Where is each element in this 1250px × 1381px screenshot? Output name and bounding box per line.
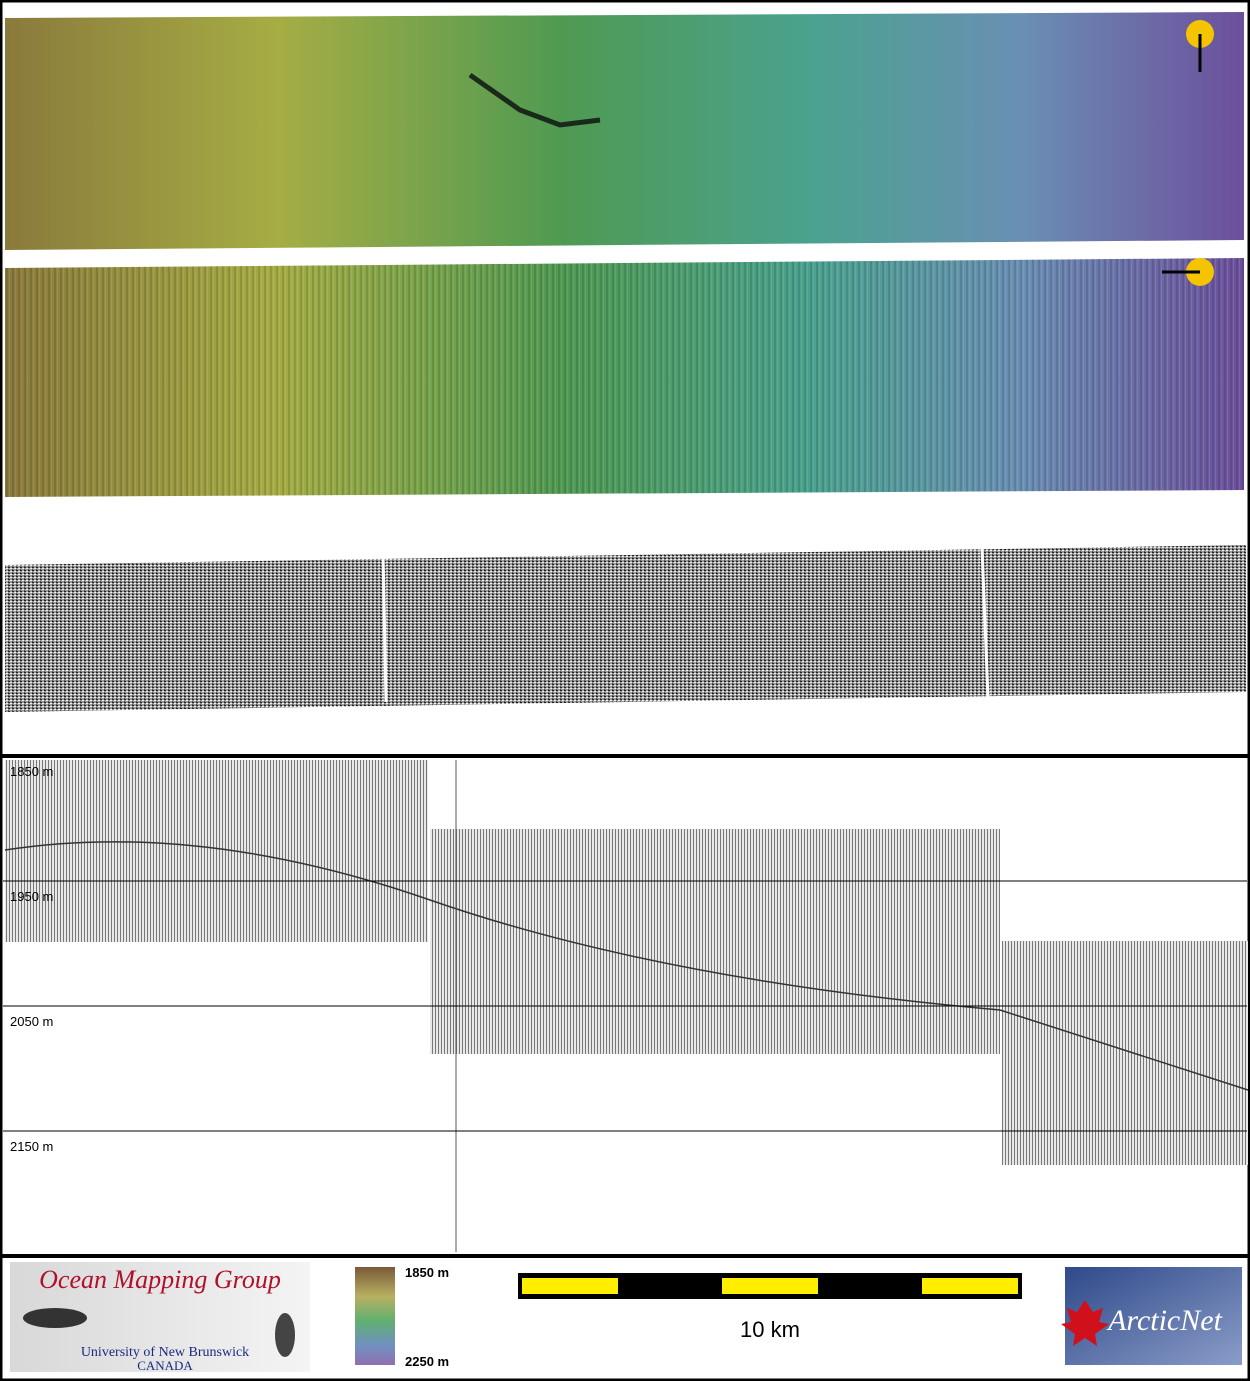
scale-segment — [922, 1278, 1018, 1294]
scarp — [468, 72, 601, 128]
stripe-texture — [5, 258, 1244, 497]
logo-figure — [275, 1313, 295, 1357]
logo-country: CANADA — [137, 1358, 193, 1373]
gap — [980, 547, 990, 699]
water-column — [5, 760, 428, 942]
logo-subtitle: University of New Brunswick — [81, 1345, 249, 1360]
colorbar — [355, 1267, 395, 1365]
depth-lines — [3, 880, 1247, 1132]
maple-leaf — [1061, 1300, 1109, 1346]
colorbar-bottom: 2250 m — [405, 1354, 449, 1369]
depth-label: 1850 m — [10, 764, 53, 779]
colorbar-top: 1850 m — [405, 1265, 449, 1280]
scale-segment — [722, 1278, 818, 1294]
seismic-profile — [5, 545, 1246, 712]
seafloor-trace — [4, 841, 1249, 1091]
scale-segment — [522, 1278, 618, 1294]
depth-label: 1950 m — [10, 889, 53, 904]
scale-label: 10 km — [740, 1317, 800, 1342]
logo-figure — [23, 1308, 87, 1328]
depth-label: 2050 m — [10, 1014, 53, 1029]
gap — [381, 552, 388, 703]
depth-label: 2150 m — [10, 1139, 53, 1154]
partner-name: ArcticNet — [1106, 1304, 1223, 1337]
water-column — [430, 829, 1000, 1054]
logo-title: Ocean Mapping Group — [39, 1265, 281, 1294]
bathymetry-shaded — [5, 12, 1244, 250]
water-column — [1002, 941, 1248, 1165]
